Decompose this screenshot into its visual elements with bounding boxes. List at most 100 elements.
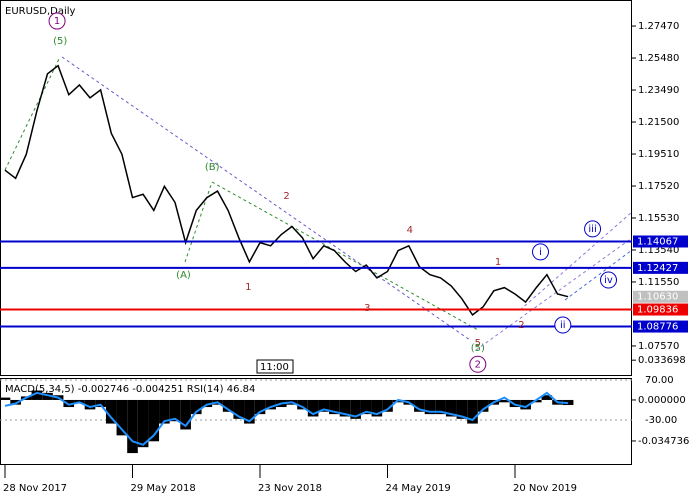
trend-line xyxy=(4,56,61,171)
wave-label: iv xyxy=(604,275,613,286)
macd-bar xyxy=(339,399,351,417)
wave-label: 1 xyxy=(245,282,251,293)
x-tick-label: 20 Nov 2019 xyxy=(513,483,577,494)
level-label: 1.10630 xyxy=(637,292,678,303)
macd-bar xyxy=(382,399,393,412)
macd-bar xyxy=(435,399,446,415)
level-box xyxy=(633,303,688,316)
y-tick-label: 1.19510 xyxy=(638,149,679,160)
macd-bar xyxy=(318,399,330,412)
time-box xyxy=(256,359,294,374)
macd-bar xyxy=(190,399,202,415)
channel-lines xyxy=(4,56,633,351)
macd-bar xyxy=(520,399,531,410)
trend-line xyxy=(61,56,471,341)
level-label: 1.08776 xyxy=(637,322,678,333)
x-tick-label: 28 Nov 2017 xyxy=(3,483,67,494)
y2-tick-label: 70.00 xyxy=(645,375,674,386)
wave-label: 2 xyxy=(475,359,481,370)
trend-line xyxy=(564,249,633,301)
macd-bar xyxy=(456,399,468,419)
x-tick-label: 29 May 2018 xyxy=(131,483,196,494)
macd-bar xyxy=(360,399,372,415)
wave-label: ii xyxy=(560,320,566,331)
x-tick-label: 23 Nov 2018 xyxy=(258,483,322,494)
level-label: 1.12427 xyxy=(637,263,678,274)
time-label: 11:00 xyxy=(260,362,289,373)
macd-bar xyxy=(116,399,128,436)
level-box xyxy=(633,320,688,333)
macd-bar xyxy=(265,399,276,410)
macd-bar xyxy=(499,399,510,403)
macd-bar xyxy=(84,399,96,410)
macd-bar xyxy=(467,399,478,424)
wave-circle xyxy=(600,271,617,289)
wave-label: (5) xyxy=(471,343,485,354)
macd-bar xyxy=(329,399,340,415)
wave-label: 1 xyxy=(54,16,60,27)
macd-bar xyxy=(222,399,234,412)
y-tick-label: 0.033698 xyxy=(638,355,686,366)
macd-bar xyxy=(541,395,553,400)
macd-bar xyxy=(31,390,43,400)
y-tick-label: 1.21500 xyxy=(638,117,679,128)
macd-bar xyxy=(148,399,160,442)
indicator-panel xyxy=(0,378,632,465)
wave-circle xyxy=(532,243,549,261)
wave-label: 2 xyxy=(518,320,524,331)
macd-bar xyxy=(169,399,181,422)
trend-line xyxy=(184,181,213,263)
y-tick-label: 1.27470 xyxy=(638,21,679,32)
wave-label: (5) xyxy=(53,36,67,47)
level-label: 1.09836 xyxy=(637,305,678,316)
macd-bar xyxy=(307,399,319,417)
level-box xyxy=(633,235,688,248)
macd-bar xyxy=(95,399,106,408)
macd-bar xyxy=(105,399,117,424)
macd-bar xyxy=(0,397,11,400)
macd-bar xyxy=(350,399,361,419)
level-label: 1.14067 xyxy=(637,236,678,247)
indicator-line xyxy=(4,391,569,446)
macd-bar xyxy=(424,399,436,415)
wave-circle xyxy=(554,316,572,334)
y-tick-label: -0.034736 xyxy=(638,436,689,447)
y2-tick-label: -30.00 xyxy=(645,415,677,426)
wave-label: iii xyxy=(588,224,596,235)
trend-line xyxy=(211,181,479,331)
macd-bar xyxy=(10,399,21,405)
macd-bar xyxy=(297,399,308,410)
y-tick-label: 1.07570 xyxy=(638,341,679,352)
wave-label: 3 xyxy=(364,303,370,314)
level-box xyxy=(633,290,688,303)
macd-bar xyxy=(371,399,383,417)
chart-title: EURUSD,Daily xyxy=(5,6,76,17)
macd-bar xyxy=(201,399,213,408)
wave-label: 2 xyxy=(283,191,289,202)
wave-label: 4 xyxy=(407,225,413,236)
wave-label: 1 xyxy=(495,257,501,268)
wave-circle xyxy=(48,12,66,30)
macd-bar xyxy=(159,399,170,424)
wave-label: 5 xyxy=(475,338,481,349)
macd-bar xyxy=(180,399,191,430)
macd-bar xyxy=(127,399,138,454)
macd-bar xyxy=(137,399,149,448)
trend-line xyxy=(475,237,633,351)
trend-line xyxy=(519,211,633,311)
y-tick-label: 1.23490 xyxy=(638,85,679,96)
macd-bar xyxy=(254,399,266,415)
macd-bar xyxy=(414,399,425,412)
y-tick-label: 1.17520 xyxy=(638,181,679,192)
y-tick-label: 1.13540 xyxy=(638,245,679,256)
y-tick-label: 0.000000 xyxy=(638,395,686,406)
macd-bar xyxy=(445,399,457,417)
x-tick-label: 24 May 2019 xyxy=(386,483,451,494)
wave-circle xyxy=(469,355,487,373)
macd-bar xyxy=(233,399,245,419)
price-panel xyxy=(0,0,632,376)
price-line xyxy=(4,64,569,316)
wave-label: (B) xyxy=(205,162,220,173)
level-box xyxy=(633,261,688,274)
